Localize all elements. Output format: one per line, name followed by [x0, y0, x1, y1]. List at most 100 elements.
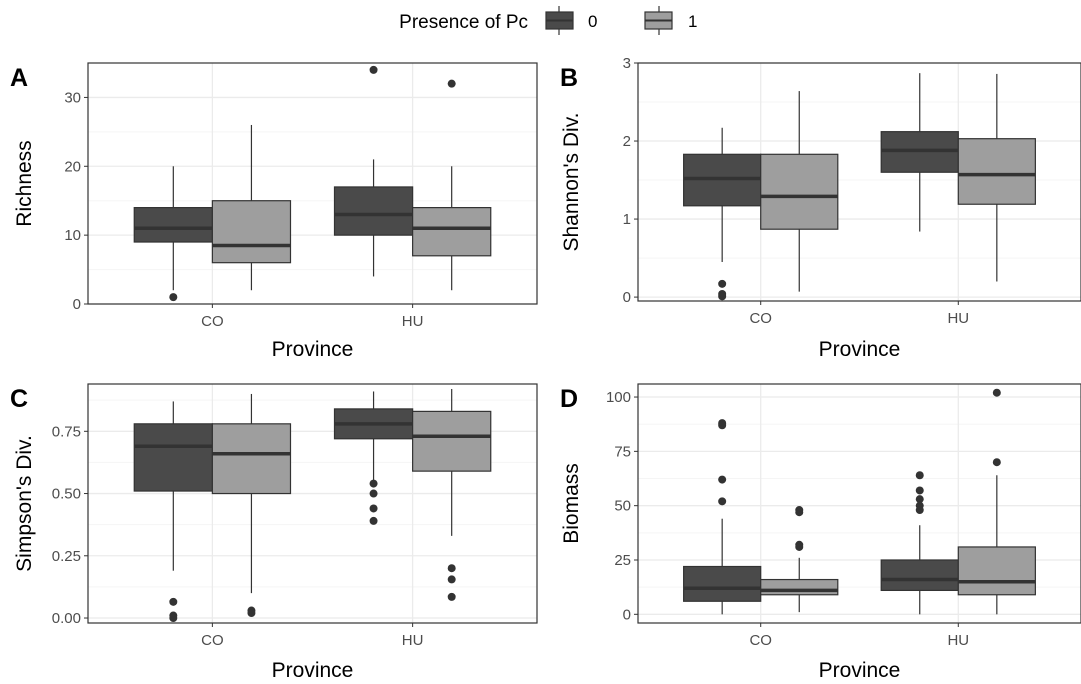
box-iqr: [133, 423, 213, 492]
box-co-group-1: [211, 124, 292, 291]
outlier-point: [795, 542, 804, 551]
outlier-point: [992, 388, 1001, 397]
legend-title: Presence of Pc: [399, 12, 528, 33]
panel-c: 0.00 0.25 0.50 0.75 CO HU C Simpson's Div. Provi…: [10, 383, 538, 682]
y-tick-label: 0: [623, 606, 631, 623]
outlier-point: [915, 495, 924, 504]
x-tick-label: HU: [947, 310, 969, 327]
y-axis-title: Richness: [13, 140, 36, 226]
box-co-group-1: [211, 393, 292, 618]
x-tick-label: CO: [749, 310, 772, 327]
y-tick-label: 100: [606, 389, 631, 406]
box-hu-group-0: [333, 65, 414, 277]
box-iqr: [412, 410, 492, 472]
x-axis-title: Province: [272, 338, 354, 361]
x-tick-label: CO: [749, 632, 772, 649]
outlier-point: [169, 597, 178, 606]
outlier-point: [992, 458, 1001, 467]
box-hu-group-0: [880, 73, 959, 232]
y-tick-label: 25: [614, 552, 631, 569]
legend-label-0: 0: [588, 12, 597, 31]
box-iqr: [957, 546, 1036, 596]
x-tick-label: HU: [402, 632, 424, 649]
box-iqr: [957, 138, 1036, 205]
outlier-point: [447, 79, 456, 88]
outlier-point: [447, 575, 456, 584]
legend-key-0: 0: [545, 6, 597, 35]
panel-tag: D: [560, 385, 578, 413]
box-iqr: [412, 207, 492, 257]
outlier-point: [915, 506, 924, 515]
panel-d: 0 25 50 75 100 CO HU D Biomass Province: [560, 383, 1081, 682]
y-tick-label: 20: [64, 158, 81, 175]
outlier-point: [369, 516, 378, 525]
x-tick-label: CO: [201, 632, 224, 649]
box-co-group-0: [133, 401, 213, 623]
y-axis-title: Simpson's Div.: [13, 435, 36, 572]
panel-tag: C: [10, 385, 28, 413]
x-axis-title: Province: [272, 659, 354, 682]
box-hu-group-1: [412, 388, 492, 601]
outlier-point: [169, 614, 178, 623]
box-iqr: [760, 153, 839, 230]
y-tick-label: 0.50: [52, 486, 81, 503]
outlier-point: [369, 479, 378, 488]
panel-tag: A: [10, 64, 28, 92]
x-tick-label: HU: [947, 632, 969, 649]
legend-key-1: 1: [644, 6, 697, 35]
outlier-point: [169, 293, 178, 302]
box-iqr: [880, 559, 959, 592]
panel-border: [87, 383, 538, 624]
outlier-point: [447, 592, 456, 601]
box-co-group-0: [683, 127, 762, 301]
box-iqr: [683, 565, 762, 602]
legend-label-1: 1: [688, 12, 697, 31]
box-hu-group-0: [880, 471, 959, 615]
x-axis-title: Province: [819, 338, 901, 361]
panels: 0 10 20 30 CO HU A Richness Province 0 1 2 3 CO HU B Sha…: [10, 55, 1081, 682]
x-axis-title: Province: [819, 659, 901, 682]
box-co-group-1: [760, 506, 839, 613]
box-co-group-0: [683, 419, 762, 615]
box-iqr: [211, 200, 292, 264]
y-axis-title: Biomass: [560, 463, 583, 544]
outlier-point: [795, 508, 804, 517]
panel-border: [637, 62, 1081, 302]
y-tick-label: 50: [614, 498, 631, 515]
box-co-group-1: [760, 91, 839, 292]
y-tick-label: 2: [623, 133, 631, 150]
x-tick-label: HU: [402, 313, 424, 330]
y-tick-label: 3: [623, 55, 631, 72]
y-axis-title: Shannon's Div.: [560, 112, 583, 251]
y-tick-label: 10: [64, 227, 81, 244]
box-hu-group-1: [412, 79, 492, 291]
y-tick-label: 75: [614, 443, 631, 460]
y-tick-label: 30: [64, 89, 81, 106]
outlier-point: [718, 497, 727, 506]
panel-b: 0 1 2 3 CO HU B Shannon's Div. Province: [560, 55, 1081, 361]
box-iqr: [211, 423, 292, 495]
panel-border: [87, 62, 538, 305]
outlier-point: [447, 564, 456, 573]
y-tick-label: 0.25: [52, 548, 81, 565]
outlier-point: [369, 504, 378, 513]
outlier-point: [369, 489, 378, 498]
outlier-point: [247, 609, 256, 618]
box-iqr: [333, 186, 414, 236]
y-tick-label: 0: [73, 296, 81, 313]
y-tick-label: 0.75: [52, 423, 81, 440]
outlier-point: [718, 292, 727, 301]
box-hu-group-1: [957, 388, 1036, 615]
outlier-point: [915, 486, 924, 495]
outlier-point: [718, 279, 727, 288]
y-tick-label: 0.00: [52, 610, 81, 627]
panel-tag: B: [560, 64, 578, 92]
outlier-point: [718, 421, 727, 430]
box-co-group-0: [133, 166, 213, 302]
legend: Presence of Pc 0 1: [399, 6, 697, 35]
panel-border: [637, 383, 1081, 624]
y-tick-label: 1: [623, 211, 631, 228]
outlier-point: [369, 65, 378, 74]
box-hu-group-1: [957, 73, 1036, 282]
